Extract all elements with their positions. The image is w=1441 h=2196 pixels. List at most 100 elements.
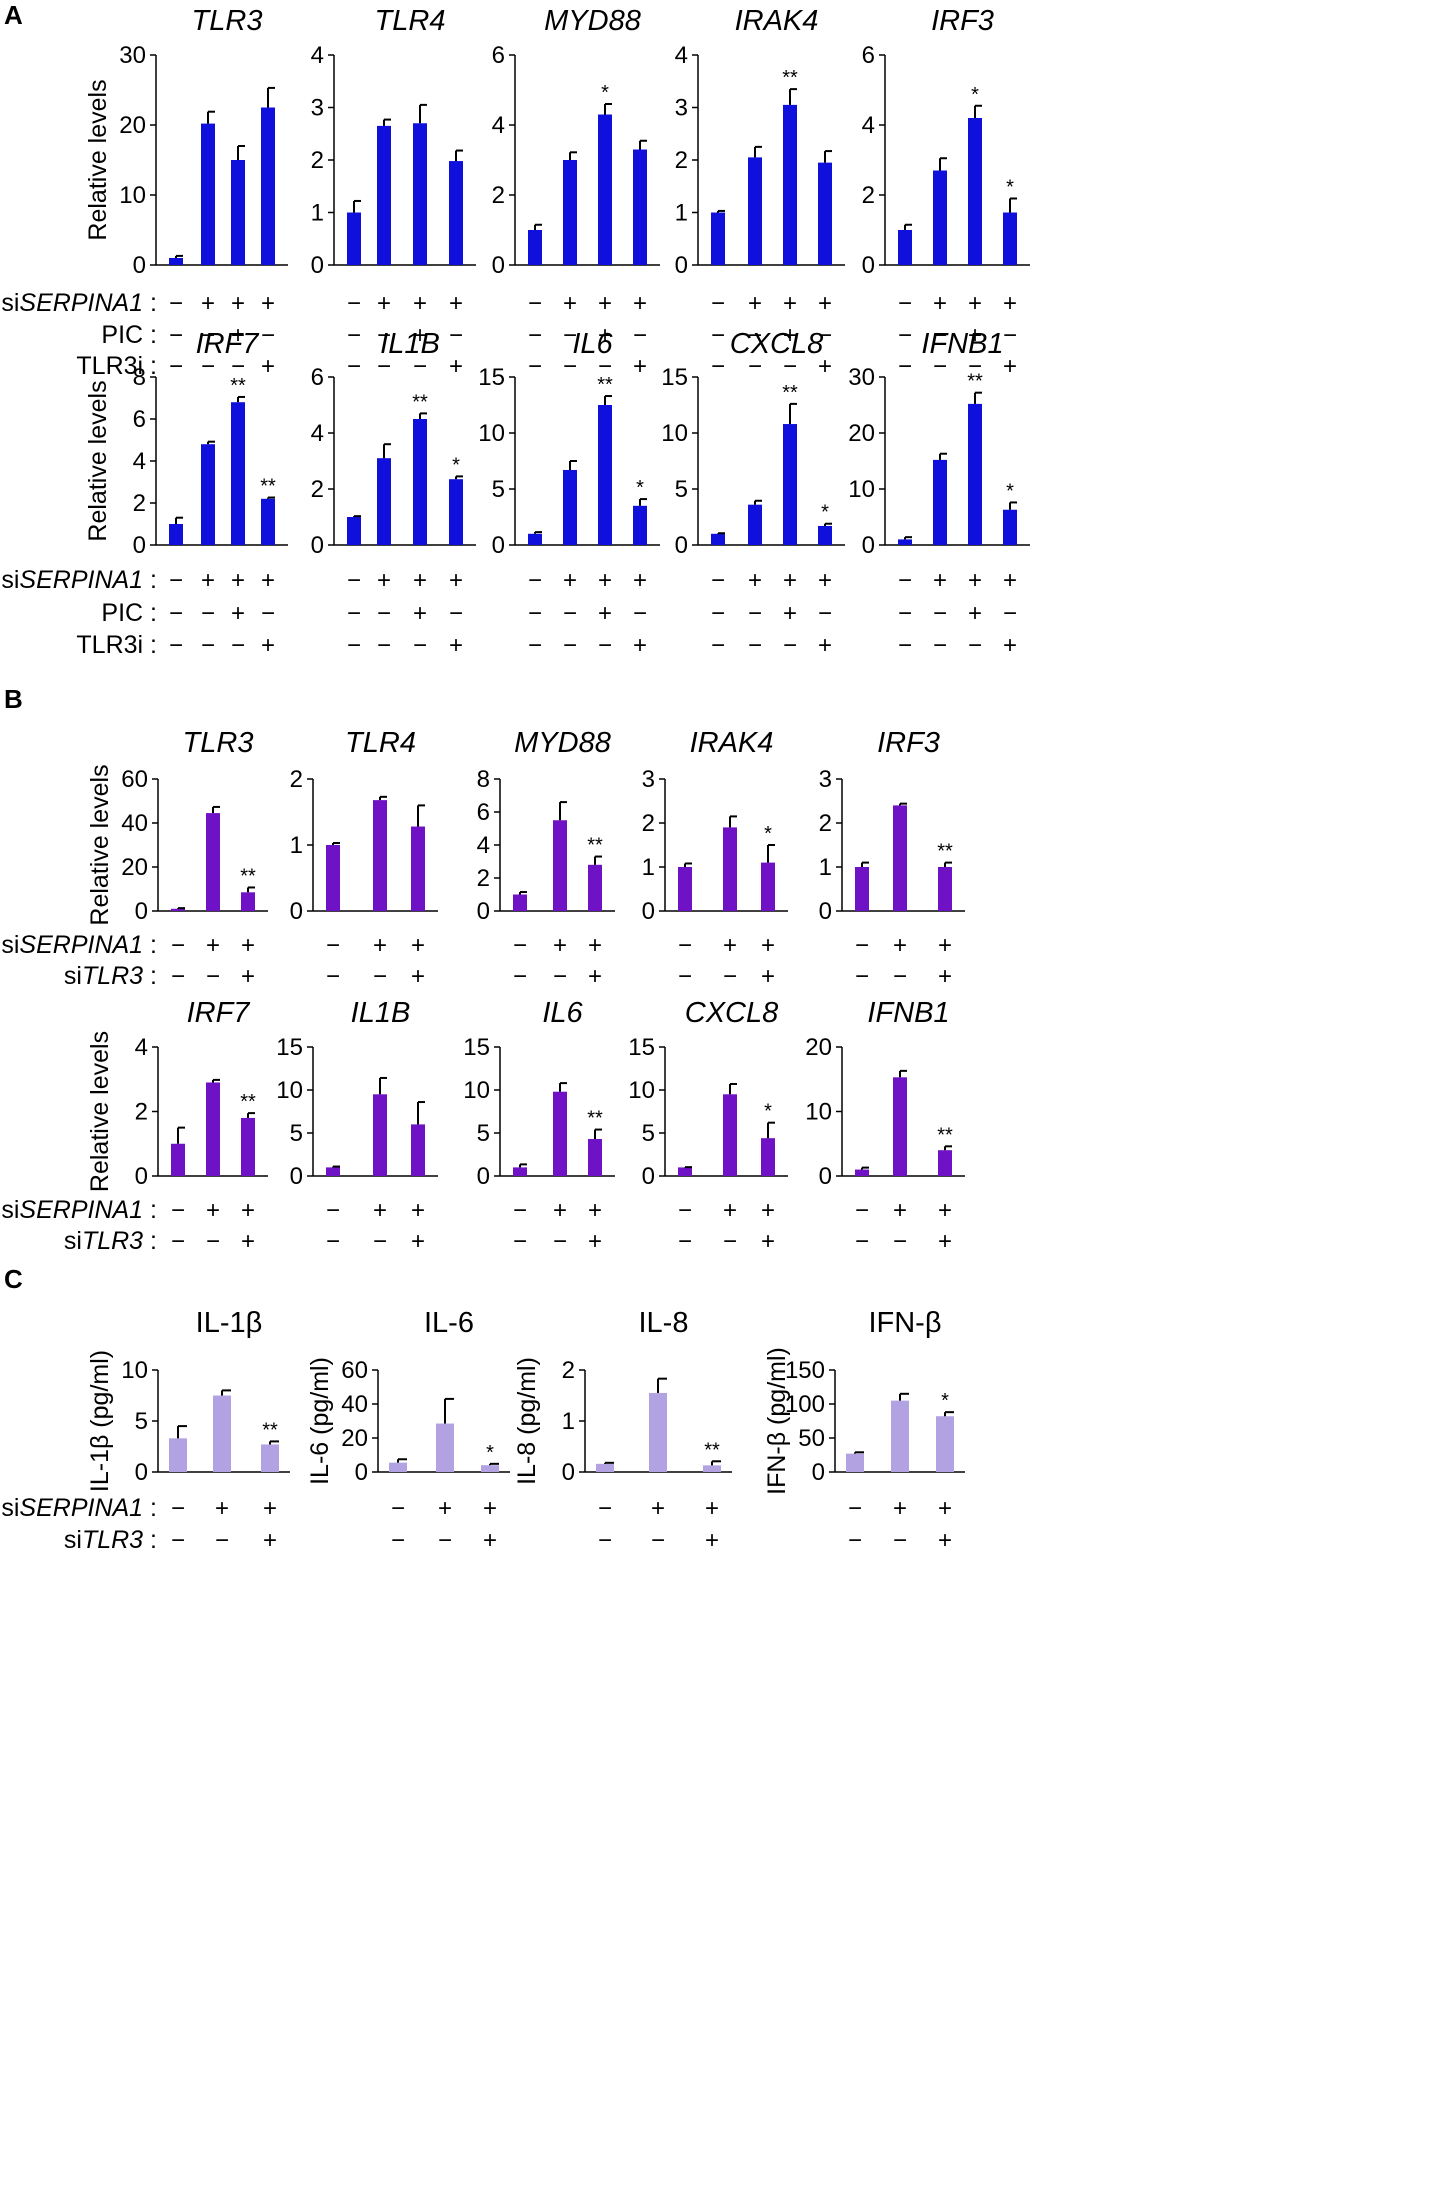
- condition-sign: −: [215, 1527, 229, 1554]
- y-tick-label: 1: [642, 854, 655, 881]
- condition-sign: +: [818, 567, 832, 594]
- y-tick-label: 20: [341, 1425, 368, 1452]
- bar: [231, 160, 245, 265]
- significance-marker: **: [937, 1124, 953, 1146]
- condition-sign: −: [933, 632, 947, 659]
- condition-sign: +: [783, 600, 797, 627]
- condition-sign: +: [818, 353, 832, 380]
- condition-sign: +: [598, 567, 612, 594]
- y-tick-label: 10: [478, 420, 505, 447]
- y-tick-label: 6: [492, 42, 505, 69]
- condition-sign: −: [377, 353, 391, 380]
- y-tick-label: 0: [675, 532, 688, 559]
- condition-sign: +: [783, 567, 797, 594]
- y-tick-label: 60: [341, 1357, 368, 1384]
- y-tick-label: 1: [819, 854, 832, 881]
- y-tick-label: 3: [675, 95, 688, 122]
- y-tick-label: 0: [642, 898, 655, 925]
- bar: [528, 533, 542, 545]
- y-tick-label: 5: [642, 1120, 655, 1147]
- condition-sign: +: [411, 1197, 425, 1224]
- condition-sign: +: [1003, 632, 1017, 659]
- y-tick-label: 2: [135, 1099, 148, 1126]
- condition-sign: +: [968, 290, 982, 317]
- condition-row-label: TLR3i :: [76, 352, 157, 380]
- condition-sign: −: [598, 1495, 612, 1522]
- condition-sign: −: [898, 632, 912, 659]
- bar: [933, 170, 947, 265]
- bar: [481, 1465, 499, 1472]
- y-tick-label: 8: [133, 364, 146, 391]
- y-tick-label: 10: [119, 182, 146, 209]
- y-tick-label: 10: [661, 420, 688, 447]
- bar: [783, 424, 797, 545]
- chart-title: MYD88: [544, 5, 641, 37]
- y-axis-label: IL-8 (pg/ml): [513, 1357, 541, 1485]
- condition-sign: +: [938, 1197, 952, 1224]
- significance-marker: *: [941, 1390, 949, 1412]
- condition-sign: −: [261, 600, 275, 627]
- bar: [169, 524, 183, 545]
- condition-sign: −: [169, 322, 183, 349]
- condition-sign: −: [171, 1197, 185, 1224]
- y-tick-label: 0: [819, 898, 832, 925]
- y-tick-label: 2: [311, 476, 324, 503]
- significance-marker: **: [597, 374, 613, 396]
- chart-title: TLR4: [345, 727, 416, 759]
- bar: [373, 1094, 387, 1176]
- y-tick-label: 6: [133, 406, 146, 433]
- condition-sign: +: [241, 963, 255, 990]
- condition-sign: −: [326, 963, 340, 990]
- condition-sign: −: [201, 600, 215, 627]
- condition-sign: +: [1003, 290, 1017, 317]
- y-tick-label: 0: [819, 1163, 832, 1190]
- condition-sign: −: [818, 600, 832, 627]
- significance-marker: **: [230, 375, 246, 397]
- condition-sign: +: [761, 963, 775, 990]
- condition-sign: −: [528, 322, 542, 349]
- condition-sign: −: [528, 353, 542, 380]
- condition-sign: −: [893, 1228, 907, 1255]
- condition-sign: −: [261, 322, 275, 349]
- significance-marker: *: [764, 1101, 772, 1123]
- condition-sign: −: [678, 1228, 692, 1255]
- chart-title: IRF3: [877, 727, 940, 759]
- y-tick-label: 5: [675, 476, 688, 503]
- bar: [761, 1138, 775, 1176]
- condition-row-label: siSERPINA1 :: [1, 1494, 157, 1522]
- condition-sign: −: [326, 1228, 340, 1255]
- bar: [261, 498, 275, 545]
- condition-sign: −: [377, 600, 391, 627]
- y-axis-label: IFN-β (pg/ml): [763, 1347, 791, 1495]
- condition-sign: −: [373, 963, 387, 990]
- condition-sign: +: [413, 600, 427, 627]
- condition-sign: +: [563, 290, 577, 317]
- condition-sign: −: [898, 600, 912, 627]
- condition-sign: +: [377, 290, 391, 317]
- bar: [711, 212, 725, 265]
- condition-sign: +: [893, 1495, 907, 1522]
- condition-sign: +: [933, 290, 947, 317]
- condition-sign: −: [231, 632, 245, 659]
- condition-row-label: siTLR3 :: [64, 1526, 157, 1554]
- bar: [968, 118, 982, 265]
- bar: [633, 505, 647, 545]
- condition-sign: +: [563, 567, 577, 594]
- bar: [241, 1117, 255, 1176]
- bar: [513, 1167, 527, 1176]
- condition-sign: −: [855, 1228, 869, 1255]
- y-tick-label: 0: [812, 1459, 825, 1486]
- y-tick-label: 6: [477, 799, 490, 826]
- bar: [528, 230, 542, 265]
- condition-sign: +: [761, 1228, 775, 1255]
- chart-title: IL-1β: [196, 1307, 263, 1339]
- condition-sign: −: [563, 353, 577, 380]
- bar: [711, 533, 725, 545]
- condition-sign: −: [818, 322, 832, 349]
- significance-marker: *: [1006, 177, 1014, 199]
- condition-sign: +: [893, 932, 907, 959]
- chart-C3: IL-8 0 1 2 IL-8 (pg/ml) ** − + + − − +: [513, 1307, 732, 1554]
- condition-row-label: siSERPINA1 :: [1, 931, 157, 959]
